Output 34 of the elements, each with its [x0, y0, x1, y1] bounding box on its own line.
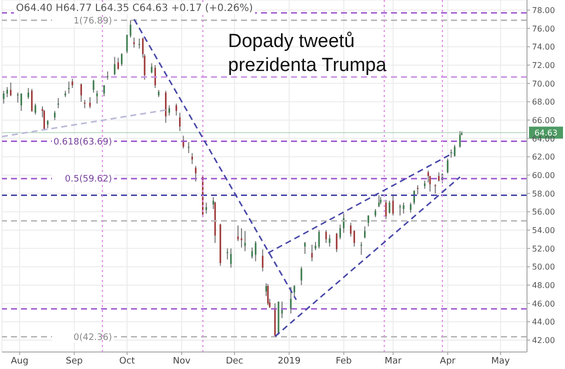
x-tick-label: Mar	[384, 356, 402, 366]
y-tick-label: 46.00	[532, 299, 555, 308]
x-tick-label: Aug	[10, 356, 28, 366]
y-tick-label: 76.00	[532, 24, 555, 34]
y-tick-label: 62.00	[532, 152, 555, 162]
x-tick-label: Apr	[440, 356, 456, 366]
x-tick-label: Oct	[119, 356, 136, 366]
y-tick-label: 56.00	[532, 208, 555, 217]
x-tick-label: Nov	[172, 356, 192, 366]
y-tick-label: 74.00	[532, 42, 555, 52]
y-tick-label: 60.00	[532, 170, 555, 180]
y-tick-label: 72.00	[532, 60, 555, 70]
y-tick-label: 66.00	[532, 116, 555, 125]
ref-line-label: 0.618(63.69)	[53, 137, 112, 148]
annotation: O64.40 H64.77 L64.35 C64.63 +0.17 (+0.26%)	[14, 3, 255, 14]
y-tick-label: 68.00	[532, 98, 555, 107]
x-tick-label: 2019	[278, 356, 301, 366]
y-tick-label: 50.00	[532, 262, 555, 272]
x-tick-label: Dec	[226, 356, 244, 366]
ref-line-label: 0.5(59.62)	[64, 174, 112, 185]
annotation: Dopady tweetů prezidenta Trumpa	[228, 30, 388, 78]
y-tick-label: 58.00	[532, 189, 555, 198]
y-tick-label: 44.00	[532, 318, 555, 327]
y-tick-label: 78.00	[532, 6, 555, 15]
x-tick-label: Sep	[66, 356, 83, 366]
y-tick-label: 48.00	[532, 280, 555, 290]
y-tick-label: 54.00	[532, 226, 555, 235]
y-tick-label: 52.00	[532, 244, 555, 254]
ref-line-label: 0(42.36)	[73, 332, 112, 343]
x-tick-label: Feb	[336, 356, 352, 366]
ref-line-label: 1(76.89)	[73, 16, 112, 26]
x-tick-label: May	[491, 356, 511, 366]
y-tick-label: 70.00	[532, 79, 555, 88]
y-tick-label: 42.00	[532, 336, 555, 345]
